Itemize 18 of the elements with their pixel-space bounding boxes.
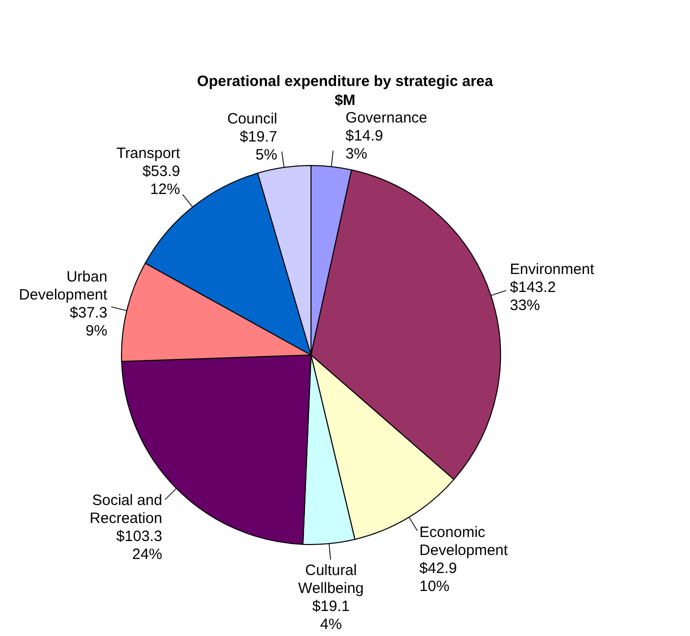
data-label: $53.9 12% xyxy=(142,163,180,198)
slice-label: Social and Recreation xyxy=(90,492,162,528)
slice-label: Transport xyxy=(116,145,181,162)
data-label: $143.2 33% xyxy=(510,278,556,314)
data-label: $19.7 5% xyxy=(240,128,278,164)
data-label: $42.9 10% xyxy=(419,560,457,595)
slice-label: Urban Development xyxy=(18,268,108,304)
slice-label: Economic Development xyxy=(419,524,509,559)
slice-label: Environment xyxy=(510,260,595,278)
data-label: $103.3 24% xyxy=(116,528,162,564)
data-label: $14.9 3% xyxy=(346,127,384,162)
data-label: $37.3 9% xyxy=(70,304,108,340)
chart-title: Operational expenditure by strategic area xyxy=(197,73,494,90)
slice-label: Governance xyxy=(346,109,428,126)
data-label: $19.1 4% xyxy=(312,598,350,634)
slice-label: Council xyxy=(227,110,278,128)
slice-label: Cultural Wellbeing xyxy=(298,562,364,598)
chart-subtitle: $M xyxy=(334,92,356,109)
